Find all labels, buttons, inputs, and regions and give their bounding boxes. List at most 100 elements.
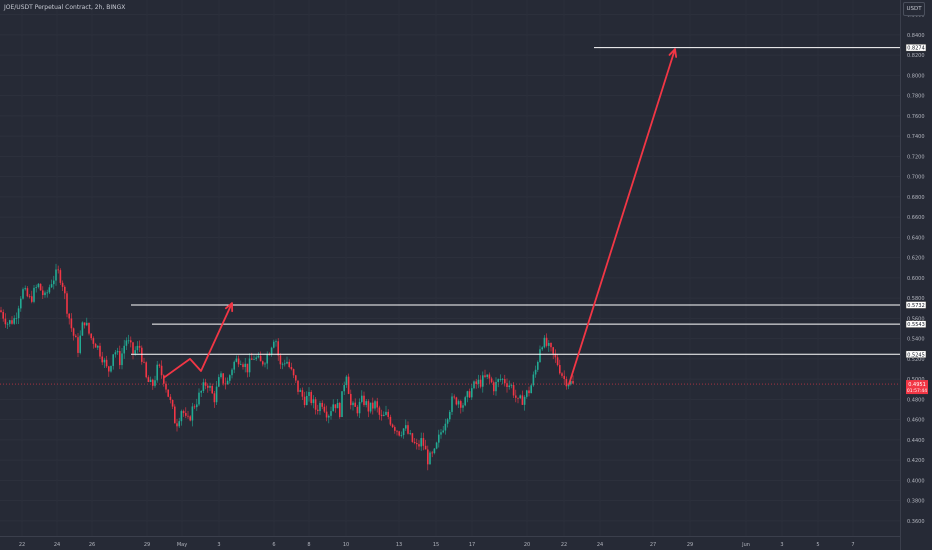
currency-button[interactable]: USDT [903, 2, 925, 16]
time-tick-label: 17 [469, 542, 475, 548]
price-tick-label: 0.6400 [907, 235, 925, 241]
candle-body [279, 355, 282, 365]
candle-body [367, 401, 370, 412]
candle-body [303, 396, 306, 406]
candle-body [180, 411, 183, 422]
candle-body [187, 415, 189, 417]
candle-body [20, 298, 22, 309]
candle-body [165, 383, 167, 390]
candle-body [405, 425, 407, 429]
candle-body [28, 296, 31, 298]
candle-body [455, 397, 458, 405]
candle-body [365, 401, 367, 405]
candle-body [490, 378, 493, 383]
time-tick-label: 8 [307, 542, 310, 548]
candle-body [108, 366, 110, 372]
time-tick-label: 27 [650, 542, 656, 548]
candle-body [121, 353, 123, 366]
price-tick-label: 0.3600 [907, 519, 925, 525]
candle-body [523, 396, 526, 405]
candle-body [145, 362, 147, 378]
candle-body [215, 386, 218, 403]
time-tick-label: Jun [741, 542, 750, 548]
price-tick-label: 0.6800 [907, 195, 925, 201]
candle-body [233, 361, 235, 370]
candle-body [504, 379, 506, 384]
price-tick-label: 0.7800 [907, 94, 925, 100]
candle-body [561, 373, 563, 376]
candle-body [88, 322, 90, 334]
candle-body [202, 382, 205, 391]
price-tick-label: 0.7600 [907, 114, 925, 120]
candle-body [314, 399, 317, 410]
candle-body [270, 347, 273, 355]
candle-body [534, 369, 537, 375]
candle-body [431, 452, 433, 454]
candle-body [138, 345, 141, 348]
horizontal-levels [0, 47, 900, 385]
candle-body [429, 452, 431, 465]
time-tick-label: 5 [816, 542, 819, 548]
candle-body [163, 375, 165, 384]
candle-body [9, 320, 11, 324]
candle-body [158, 364, 161, 366]
candle-body [17, 308, 20, 319]
candle-body [167, 389, 169, 397]
candle-body [306, 395, 308, 406]
price-tick-label: 0.8400 [907, 33, 925, 39]
candle-body [26, 288, 29, 297]
candle-body [83, 322, 86, 326]
candle-body [2, 312, 4, 319]
symbol-title: JOE/USDT Perpetual Contract, 2h, BINGX [4, 4, 126, 11]
candle-body [39, 283, 42, 291]
time-tick-label: 3 [217, 542, 220, 548]
candle-body [119, 351, 121, 366]
candle-body [143, 361, 145, 363]
current-price-label-bg [906, 380, 928, 395]
candle-body [389, 416, 392, 425]
candle-body [570, 381, 572, 385]
level-price-label: 0.5732 [907, 303, 925, 309]
candle-body [77, 337, 79, 353]
candle-body [262, 361, 264, 365]
candle-body [319, 402, 321, 412]
price-tick-label: 0.5200 [907, 357, 925, 363]
candle-body [422, 438, 425, 446]
candle-body [394, 427, 396, 431]
candle-body [152, 379, 154, 386]
candle-body [35, 287, 37, 288]
candle-body [468, 391, 471, 398]
candle-body [387, 411, 389, 417]
candle-body [70, 318, 73, 329]
candle-body [103, 359, 106, 363]
candle-body [160, 365, 163, 376]
candle-body [416, 443, 418, 445]
time-tick-label: 26 [89, 542, 95, 548]
candle-body [482, 375, 484, 387]
candle-body [545, 337, 548, 346]
candle-body [275, 341, 277, 343]
candle-body [444, 423, 447, 431]
candle-body [442, 430, 444, 433]
candle-body [273, 341, 275, 348]
candle-body [207, 385, 209, 388]
candle-body [402, 428, 405, 436]
candle-body [198, 392, 200, 405]
candle-body [477, 379, 480, 384]
candle-body [411, 433, 414, 442]
candle-body [251, 358, 253, 360]
candle-body [101, 356, 103, 363]
candle-body [363, 395, 365, 405]
time-axis[interactable]: 22 24 26 29 May 3 6 8 10 13 15 17 20 22 24 27 29 Jun 3 5 7 [19, 542, 855, 548]
candle-body [345, 376, 348, 386]
candle-body [125, 340, 128, 346]
candle-body [532, 374, 535, 386]
price-tick-label: 0.4000 [907, 478, 925, 484]
candle-body [413, 441, 416, 444]
candle-body [37, 283, 40, 288]
candle-body [473, 381, 475, 389]
candle-body [33, 287, 35, 302]
candle-body [55, 269, 57, 281]
time-tick-label: 15 [433, 542, 439, 548]
